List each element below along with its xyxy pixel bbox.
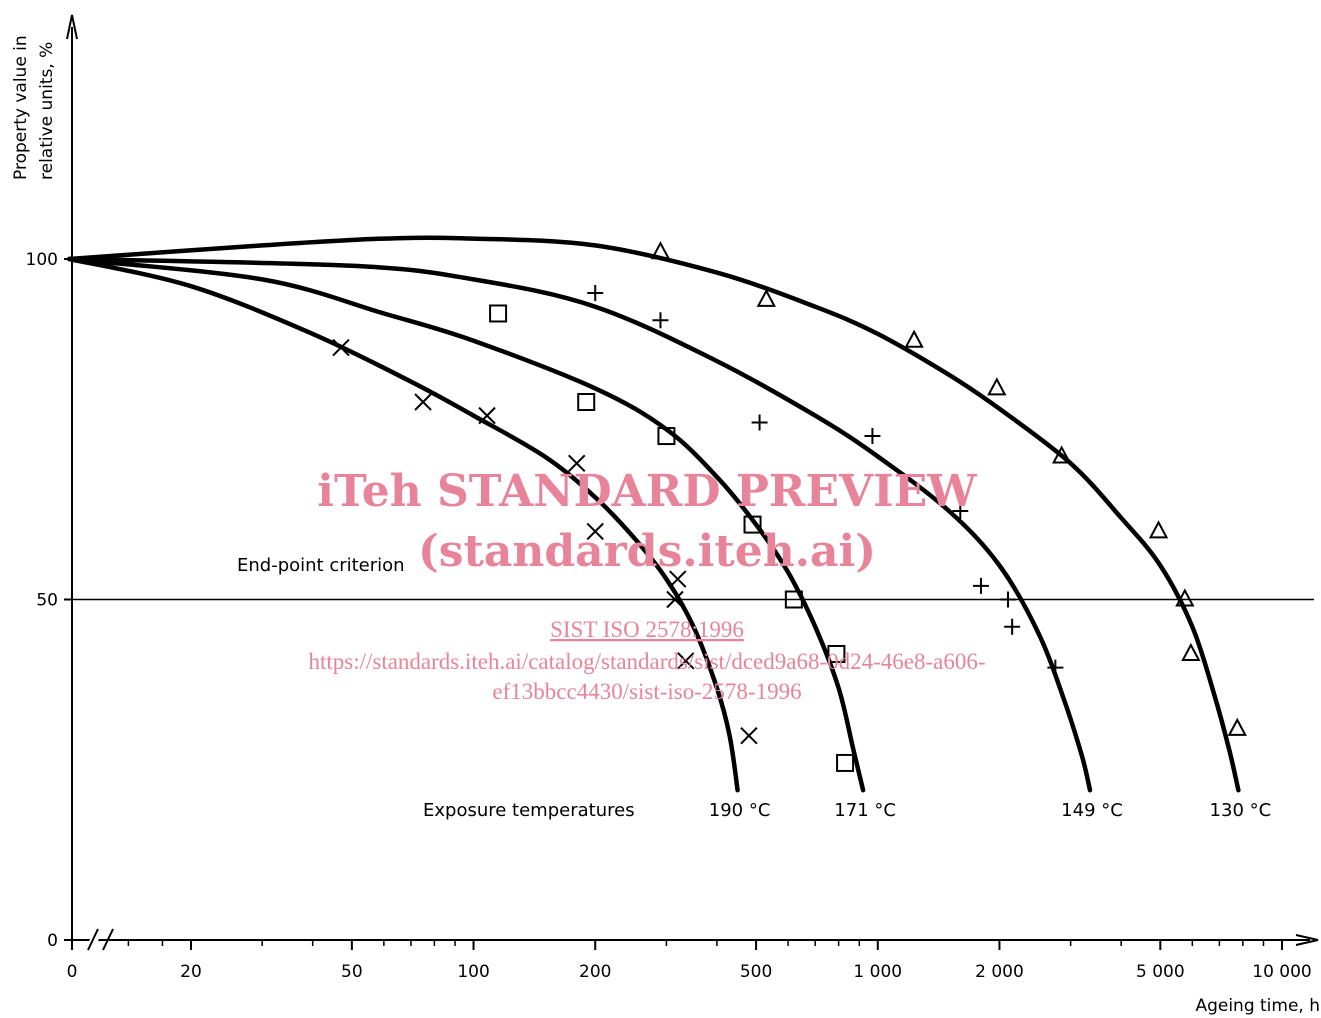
point-square-marker (743, 515, 762, 534)
point-square-marker (657, 427, 676, 446)
point-square-marker (827, 644, 846, 663)
y-axis-label-line1: Property value in (11, 35, 31, 180)
series-curve (67, 235, 1241, 793)
series-curve (67, 256, 740, 793)
point-x-marker (677, 652, 695, 670)
markers (332, 241, 1247, 772)
point-square-marker (577, 393, 596, 412)
axis-break-mark (102, 928, 114, 951)
point-x-marker (478, 406, 496, 425)
series-curve (67, 256, 1093, 793)
point-x-marker (332, 338, 350, 357)
point-square-marker (784, 590, 803, 609)
point-plus-marker (952, 502, 969, 519)
point-x-marker (568, 454, 586, 473)
watermark-url-line2[interactable]: ef13bbcc4430/sist-iso-2578-1996 (492, 679, 801, 704)
watermark-url-line1[interactable]: https://standards.iteh.ai/catalog/standa… (308, 649, 985, 674)
point-x-marker (740, 726, 758, 745)
point-square-marker (836, 753, 855, 772)
point-triangle-marker (904, 329, 924, 348)
exposure-temperatures-label: Exposure temperatures (423, 800, 635, 821)
point-triangle-marker (987, 377, 1007, 396)
point-plus-marker (864, 428, 881, 445)
axes: 0 50 100 0 20 50 100 200 500 1 000 2 000 5 000 10 00… (26, 14, 1319, 982)
axis-break-gap (86, 926, 104, 950)
point-triangle-marker (1148, 520, 1169, 539)
series-label: 149 °C (1061, 800, 1123, 821)
x-tick-label: 1 000 (853, 962, 902, 982)
point-x-marker (586, 522, 604, 541)
point-plus-marker (1000, 591, 1017, 608)
y-tick-label: 0 (47, 931, 58, 951)
x-tick-label: 100 (457, 962, 489, 982)
point-triangle-marker (1175, 588, 1195, 607)
x-tick-label: 50 (341, 962, 363, 982)
point-x-marker (414, 393, 432, 411)
x-tick-label: 2 000 (975, 962, 1024, 982)
point-triangle-marker (650, 241, 671, 260)
point-triangle-marker (1181, 642, 1201, 661)
x-tick-label: 5 000 (1136, 962, 1185, 982)
point-x-marker (666, 590, 684, 609)
x-axis-arrow (1295, 934, 1319, 946)
point-triangle-marker (1227, 717, 1247, 736)
watermark: iTeh STANDARD PREVIEW (standards.iteh.ai… (308, 466, 985, 704)
series-label: 171 °C (834, 800, 896, 821)
point-plus-marker (1047, 659, 1064, 676)
watermark-title: iTeh STANDARD PREVIEW (317, 466, 977, 517)
axis-break-mark (87, 928, 99, 951)
y-axis-label-line2: relative units, % (37, 42, 57, 180)
watermark-subtitle: (standards.iteh.ai) (418, 526, 876, 577)
point-plus-marker (587, 285, 604, 302)
y-tick-label: 100 (26, 250, 58, 270)
x-tick-label: 200 (579, 962, 611, 982)
labels: End-point criterion Exposure temperature… (11, 35, 1320, 1016)
x-tick-label: 20 (180, 962, 202, 982)
point-plus-marker (751, 414, 768, 431)
series-label: 190 °C (709, 800, 771, 821)
x-tick-label: 0 (67, 962, 78, 982)
series-curve (67, 256, 866, 793)
y-axis-arrow (66, 14, 78, 40)
series-label: 130 °C (1210, 800, 1272, 821)
point-square-marker (489, 304, 508, 323)
x-tick-label: 10 000 (1252, 962, 1311, 982)
x-axis-label: Ageing time, h (1195, 996, 1320, 1016)
point-plus-marker (1004, 618, 1021, 635)
x-tick-label: 500 (740, 962, 772, 982)
point-plus-marker (652, 312, 669, 329)
watermark-doc-link[interactable]: SIST ISO 2578:1996 (550, 617, 744, 642)
y-tick-label: 50 (36, 591, 58, 611)
point-triangle-marker (756, 288, 776, 307)
endpoint-criterion-label: End-point criterion (237, 555, 405, 576)
point-x-marker (669, 570, 687, 588)
point-triangle-marker (1051, 445, 1072, 464)
point-plus-marker (972, 577, 989, 594)
